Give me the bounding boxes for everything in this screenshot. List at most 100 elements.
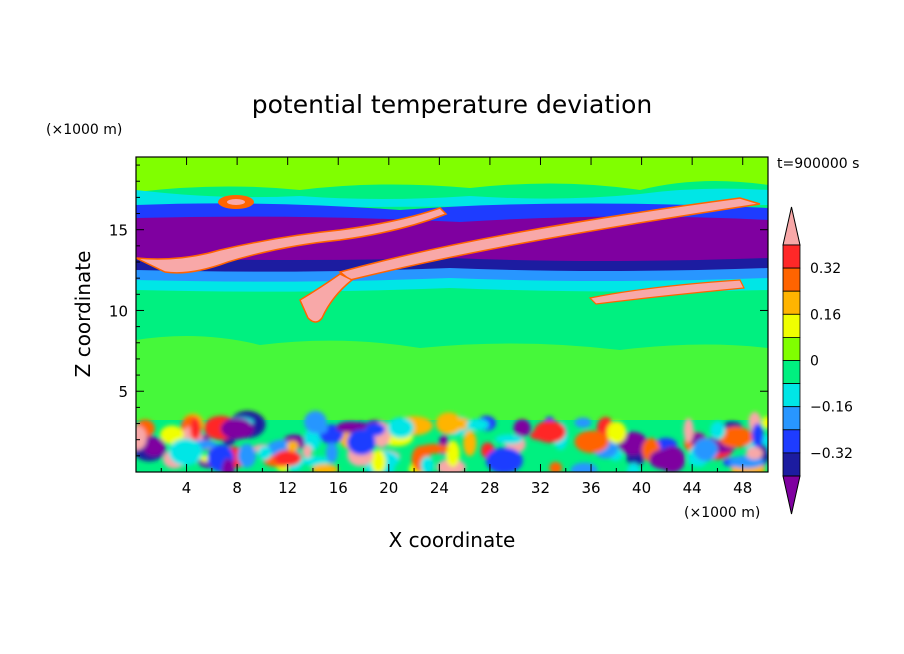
colorbar-segment — [782, 383, 801, 408]
colorbar-max-triangle — [782, 206, 801, 246]
thermal-blob — [693, 438, 718, 462]
thermal-blob — [533, 420, 566, 443]
x-tick-label: 12 — [278, 479, 297, 497]
warm-spot — [227, 199, 245, 205]
thermal-blob — [387, 417, 414, 439]
thermal-blob — [513, 419, 531, 437]
contour-band-cyan — [136, 278, 768, 292]
x-axis-label: X coordinate — [389, 528, 516, 552]
y-tick-label: 10 — [109, 302, 128, 320]
thermal-blob — [237, 443, 256, 468]
thermal-blob — [495, 434, 523, 445]
chart-title: potential temperature deviation — [252, 90, 652, 119]
thermal-blob — [463, 430, 477, 457]
thermal-blob — [435, 412, 462, 435]
y-axis: 5 10 15 — [109, 164, 768, 457]
y-tick-label: 15 — [109, 222, 128, 240]
thermal-blob — [718, 426, 754, 448]
thermal-blob — [301, 456, 330, 466]
thermal-blob — [574, 430, 609, 454]
warm-filament-right — [588, 279, 745, 305]
thermal-blob — [302, 445, 313, 458]
x-tick-label: 48 — [733, 479, 752, 497]
x-tick-label: 44 — [683, 479, 702, 497]
thermal-blob — [370, 449, 386, 472]
plot-frame — [135, 156, 769, 473]
colorbar-label: −0.16 — [810, 400, 853, 416]
colorbar-label: 0.16 — [810, 307, 841, 323]
colorbar-segment — [782, 452, 801, 477]
thermal-blob — [190, 417, 201, 441]
thermal-blob — [286, 440, 299, 452]
x-tick-label: 40 — [632, 479, 651, 497]
thermal-blob — [485, 447, 523, 472]
colorbar-segment — [782, 429, 801, 454]
colorbar-segment — [782, 267, 801, 292]
thermal-blob — [311, 464, 339, 472]
contour-band-blue-lower — [136, 268, 768, 284]
thermal-blob — [445, 440, 460, 467]
contour-patch — [136, 336, 768, 420]
thermal-blob — [574, 417, 592, 428]
thermal-blob — [136, 425, 147, 451]
thermal-blob — [570, 462, 598, 472]
colorbar-segment — [782, 336, 801, 361]
contour-band-purple — [136, 216, 768, 265]
thermal-blob — [649, 449, 679, 470]
x-tick-label: 16 — [329, 479, 348, 497]
contour-patch — [136, 188, 768, 208]
thermal-blob — [347, 429, 376, 455]
colorbar-label: 0.32 — [810, 261, 841, 277]
thermal-blob — [606, 421, 627, 444]
thermal-blob — [325, 442, 338, 464]
thermal-blob — [419, 443, 449, 454]
thermal-blob — [549, 461, 562, 472]
thermal-blob — [466, 419, 489, 431]
colorbar-label: −0.32 — [810, 446, 853, 462]
thermal-blob — [683, 417, 694, 443]
y-axis-label: Z coordinate — [71, 251, 95, 378]
colorbar-segment — [782, 360, 801, 385]
colorbar-label: 0 — [810, 354, 819, 370]
thermal-blob — [420, 456, 434, 472]
thermal-blob — [273, 450, 302, 467]
thermal-blob — [221, 458, 235, 472]
thermal-blob — [220, 417, 254, 440]
thermal-blob — [618, 431, 648, 456]
colorbar-segment — [782, 290, 801, 315]
thermal-blob — [258, 445, 272, 461]
thermal-blob — [159, 425, 184, 445]
colorbar-segment — [782, 313, 801, 338]
x-tick-label: 20 — [379, 479, 398, 497]
thermal-blob — [143, 437, 166, 457]
y-tick-label: 5 — [118, 383, 128, 401]
contour-field — [136, 157, 768, 472]
warm-filament-left — [136, 207, 448, 274]
y-unit-label: (×1000 m) — [46, 122, 122, 138]
x-tick-label: 24 — [430, 479, 449, 497]
x-tick-label: 32 — [531, 479, 550, 497]
colorbar-segment — [782, 406, 801, 431]
contour-band-navy — [136, 258, 768, 274]
x-unit-label: (×1000 m) — [684, 505, 760, 521]
thermal-blob — [751, 423, 764, 448]
colorbar-min-triangle — [782, 475, 801, 515]
warm-filament-plume — [299, 273, 354, 323]
x-tick-label: 28 — [480, 479, 499, 497]
thermal-blob — [314, 422, 328, 434]
x-axis: 4 8 12 16 20 24 28 32 36 40 44 48 — [160, 157, 752, 497]
colorbar: 0.32 0.16 0 −0.16 −0.32 — [782, 206, 853, 515]
thermal-blob — [304, 427, 321, 451]
x-tick-label: 4 — [182, 479, 192, 497]
x-tick-label: 8 — [232, 479, 242, 497]
thermal-blob — [627, 462, 641, 472]
thermal-blob — [745, 446, 763, 460]
thermal-blob — [761, 416, 768, 429]
colorbar-segment — [782, 244, 801, 269]
contour-patch — [136, 157, 768, 192]
boundary-layer-blobs — [136, 410, 768, 472]
thermal-blob — [168, 438, 203, 466]
time-label: t=900000 s — [777, 156, 859, 172]
x-tick-label: 36 — [581, 479, 600, 497]
